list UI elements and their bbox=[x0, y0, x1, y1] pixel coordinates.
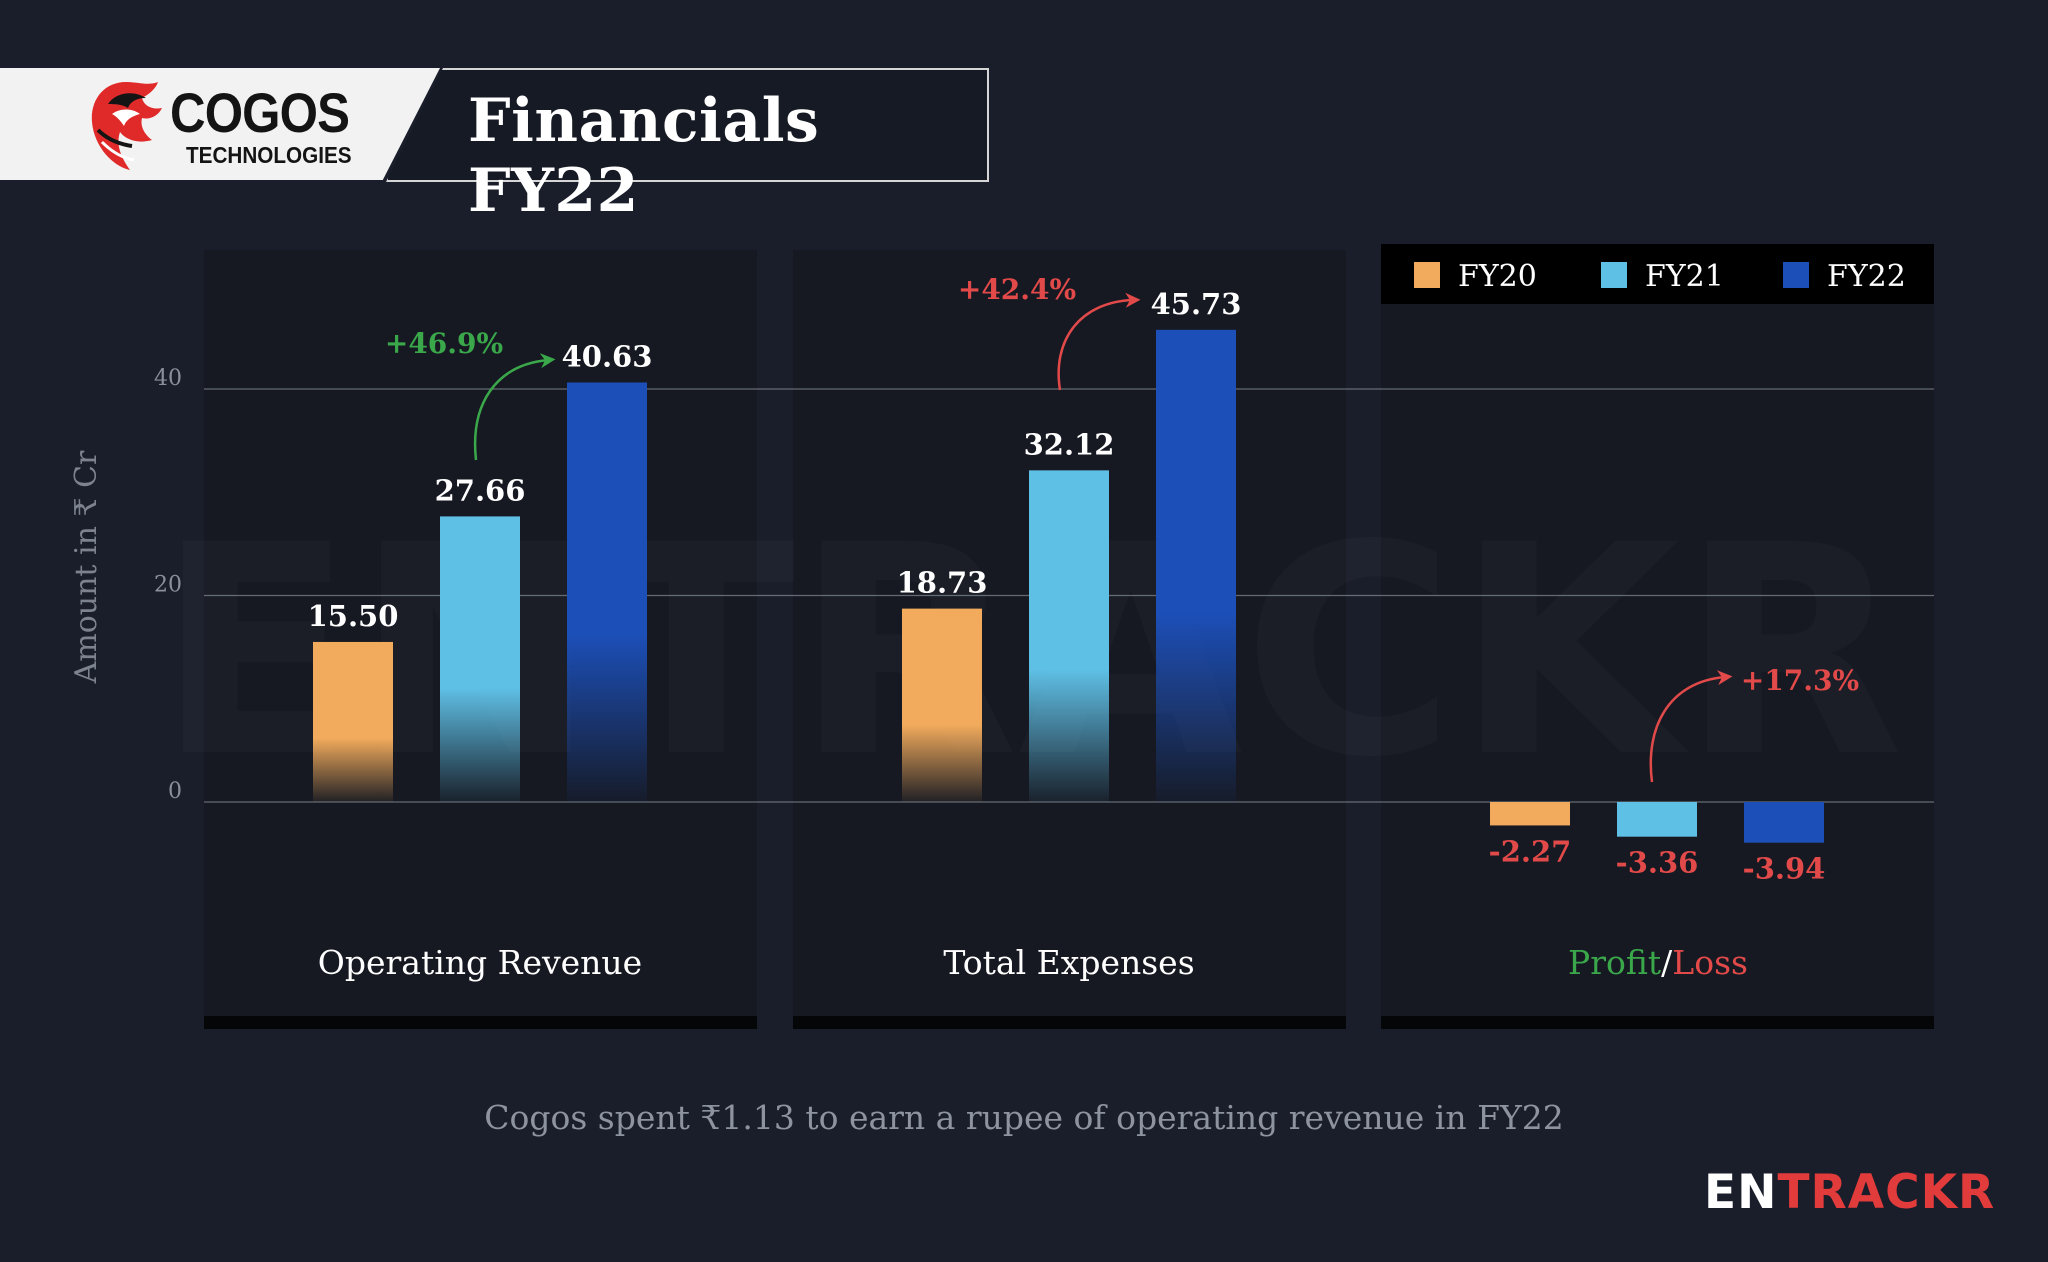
growth-arrow-expenses bbox=[1057, 292, 1141, 391]
bar-revenue-fy20 bbox=[313, 641, 393, 802]
cogos-logo-icon bbox=[91, 82, 162, 170]
header-band: COGOS TECHNOLOGIES Financials FY22 bbox=[0, 68, 989, 226]
value-label-revenue-fy20: 15.50 bbox=[308, 599, 399, 633]
value-label-expenses-fy20: 18.73 bbox=[897, 566, 988, 600]
legend-label-fy20: FY20 bbox=[1458, 259, 1537, 294]
panel-base-expenses bbox=[793, 1016, 1346, 1029]
category-label-expenses: Total Expenses bbox=[943, 943, 1194, 982]
legend-swatch-fy21 bbox=[1601, 262, 1627, 288]
bar-expenses-fy21 bbox=[1029, 470, 1109, 802]
entrackr-logo: ENTRACKR bbox=[1704, 1165, 1995, 1220]
value-label-profit-loss-fy21: -3.36 bbox=[1616, 846, 1699, 880]
panel-base-profit-loss bbox=[1381, 1016, 1934, 1029]
category-label-profit-loss: Profit/Loss bbox=[1568, 943, 1748, 982]
y-axis-label: Amount in ₹ Cr bbox=[69, 450, 104, 684]
value-label-revenue-fy22: 40.63 bbox=[562, 339, 653, 373]
brand-part-1: EN bbox=[1704, 1165, 1778, 1220]
growth-arrow-revenue bbox=[473, 353, 556, 461]
legend: FY20 FY21 FY22 bbox=[1381, 244, 1934, 304]
panel-base-revenue bbox=[204, 1016, 757, 1029]
value-labels: 15.50 27.66 40.63 18.73 32.12 45.73 -2.27 -3.36… bbox=[308, 287, 1826, 886]
bar-profit-loss-fy21 bbox=[1617, 802, 1697, 837]
value-label-expenses-fy21: 32.12 bbox=[1024, 427, 1115, 461]
bar-revenue-fy21 bbox=[440, 516, 520, 802]
logo-panel: COGOS TECHNOLOGIES bbox=[0, 68, 440, 180]
label-loss: Loss bbox=[1672, 943, 1748, 982]
legend-swatch-fy22 bbox=[1783, 262, 1809, 288]
logo-subtitle: TECHNOLOGIES bbox=[186, 142, 352, 168]
growth-label-profit-loss: +17.3% bbox=[1741, 664, 1859, 697]
value-label-expenses-fy22: 45.73 bbox=[1151, 287, 1242, 321]
y-tick-label-0: 0 bbox=[168, 779, 182, 804]
bar-revenue-fy22 bbox=[567, 382, 647, 802]
growth-arrow-profit-loss bbox=[1649, 670, 1733, 783]
title-box bbox=[386, 68, 989, 182]
label-profit: Profit bbox=[1568, 943, 1661, 982]
footnote: Cogos spent ₹1.13 to earn a rupee of ope… bbox=[484, 1098, 1564, 1137]
value-label-revenue-fy21: 27.66 bbox=[435, 473, 526, 507]
label-separator: / bbox=[1661, 943, 1673, 982]
bar-profit-loss-fy20 bbox=[1490, 802, 1570, 826]
bars bbox=[313, 329, 1824, 843]
legend-swatch-fy20 bbox=[1414, 262, 1440, 288]
bar-expenses-fy22 bbox=[1156, 329, 1236, 802]
logo-name: COGOS bbox=[170, 81, 350, 144]
page-title: Financials FY22 bbox=[468, 86, 820, 226]
bar-profit-loss-fy22 bbox=[1744, 802, 1824, 843]
bar-expenses-fy20 bbox=[902, 608, 982, 802]
legend-label-fy22: FY22 bbox=[1827, 259, 1906, 294]
legend-background bbox=[1381, 244, 1934, 304]
brand-part-2: TRACKR bbox=[1777, 1165, 1996, 1220]
y-tick-label-40: 40 bbox=[154, 366, 182, 391]
panel-profit-loss bbox=[1381, 250, 1934, 1018]
legend-label-fy21: FY21 bbox=[1645, 259, 1724, 294]
value-label-profit-loss-fy20: -2.27 bbox=[1489, 834, 1572, 868]
growth-label-revenue: +46.9% bbox=[385, 327, 503, 360]
category-labels: Operating Revenue Total Expenses Profit/… bbox=[318, 943, 1748, 982]
growth-label-expenses: +42.4% bbox=[958, 273, 1076, 306]
growth-annotations: +46.9% +42.4% +17.3% bbox=[385, 273, 1859, 783]
category-label-revenue: Operating Revenue bbox=[318, 943, 642, 982]
y-tick-labels: 0 20 40 bbox=[154, 366, 182, 804]
value-label-profit-loss-fy22: -3.94 bbox=[1743, 852, 1826, 886]
y-tick-label-20: 20 bbox=[154, 573, 182, 598]
